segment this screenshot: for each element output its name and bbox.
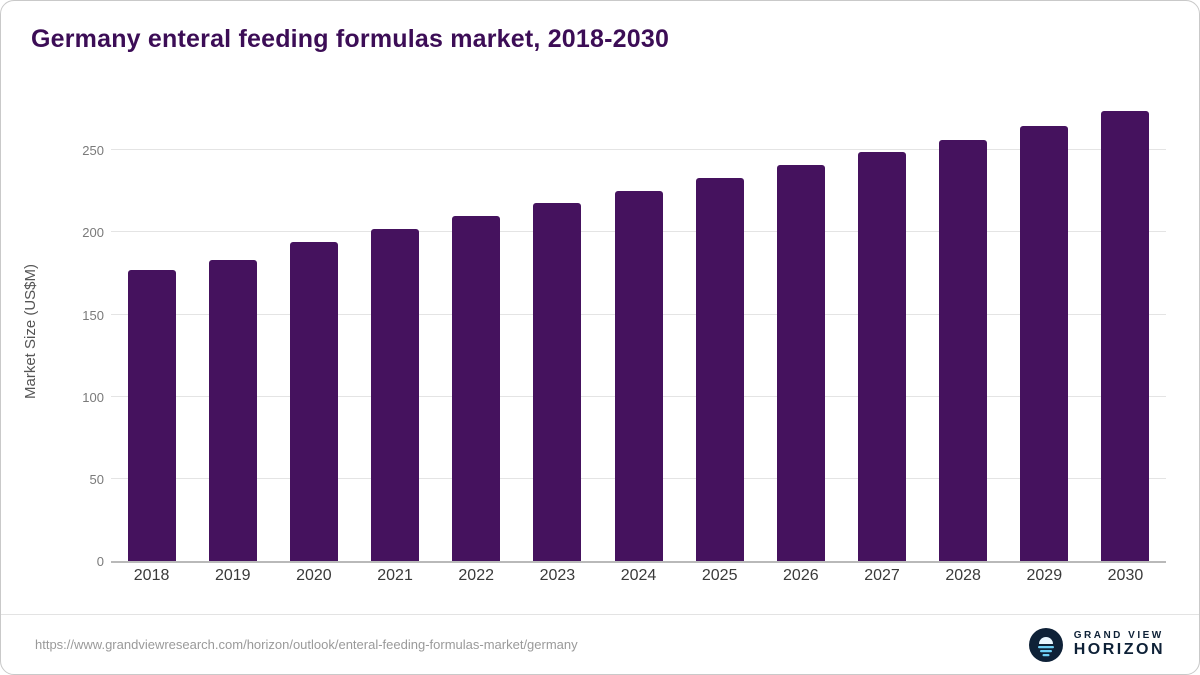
plot-area (111, 101, 1166, 563)
bar-slot (354, 101, 435, 561)
x-axis-label: 2024 (620, 567, 657, 584)
x-axis-label: 2022 (458, 567, 494, 584)
y-axis-tick-label: 150 (82, 307, 104, 323)
grand-view-horizon-icon (1028, 627, 1063, 662)
bar-2019 (208, 260, 257, 561)
bar-series (111, 101, 1166, 561)
bar-slot (923, 101, 1004, 561)
bar-slot (273, 101, 354, 561)
source-url: https://www.grandviewresearch.com/horizo… (35, 637, 578, 652)
bar-2028 (939, 140, 988, 561)
x-axis-labels: 2018 2019 2020 2021 2022 2023 2024 2025 2026 2027… (111, 567, 1166, 585)
bar-2030 (1101, 110, 1150, 561)
x-axis-label: 2021 (377, 567, 413, 584)
footer: https://www.grandviewresearch.com/horizo… (1, 614, 1199, 674)
y-axis-tick-label: 50 (89, 471, 104, 487)
bar-2022 (452, 216, 501, 561)
x-axis-label: 2030 (1107, 567, 1144, 584)
bar-2020 (289, 242, 338, 561)
y-axis-tick-label: 100 (82, 389, 104, 405)
bar-2029 (1020, 125, 1069, 561)
x-axis-label: 2025 (701, 567, 738, 584)
x-axis-label: 2018 (133, 567, 170, 584)
x-axis-label: 2023 (539, 567, 576, 584)
bar-slot (436, 101, 517, 561)
bar-slot (517, 101, 598, 561)
brand-line1: GRAND VIEW (1073, 629, 1164, 641)
brand-logo: GRAND VIEW HORIZON (1028, 627, 1165, 663)
chart-title: Germany enteral feeding formulas market,… (31, 25, 670, 53)
bar-slot (841, 101, 922, 561)
y-axis-tick-labels: 0 50 100 150 200 250 (56, 101, 104, 569)
bar-2024 (614, 191, 663, 561)
y-axis-tick-label: 200 (82, 225, 104, 241)
x-axis-label: 2027 (864, 567, 900, 584)
bar-slot (1004, 101, 1085, 561)
gridline (111, 149, 1166, 151)
bar-2027 (857, 151, 906, 561)
bar-2018 (127, 270, 176, 561)
bar-2023 (533, 202, 582, 561)
brand-text: GRAND VIEW HORIZON (1074, 630, 1165, 660)
brand-line2: HORIZON (1073, 641, 1165, 659)
x-axis-label: 2028 (945, 567, 981, 584)
x-axis-label: 2026 (783, 567, 819, 584)
bar-2026 (776, 165, 825, 561)
bar-2021 (371, 229, 420, 561)
x-axis-label: 2020 (296, 567, 332, 584)
y-axis-tick-label: 0 (96, 554, 104, 569)
x-axis-label: 2029 (1026, 567, 1063, 584)
bar-slot (679, 101, 760, 561)
x-axis-label: 2019 (214, 567, 251, 584)
bar-2025 (695, 178, 744, 561)
y-axis-title-text: Market Size (US$M) (22, 263, 40, 399)
bar-slot (111, 101, 192, 561)
bar-slot (192, 101, 273, 561)
bar-slot (760, 101, 841, 561)
bar-slot (598, 101, 679, 561)
bar-slot (1085, 101, 1166, 561)
y-axis-title: Market Size (US$M) (19, 101, 43, 561)
y-axis-tick-label: 250 (82, 143, 104, 159)
